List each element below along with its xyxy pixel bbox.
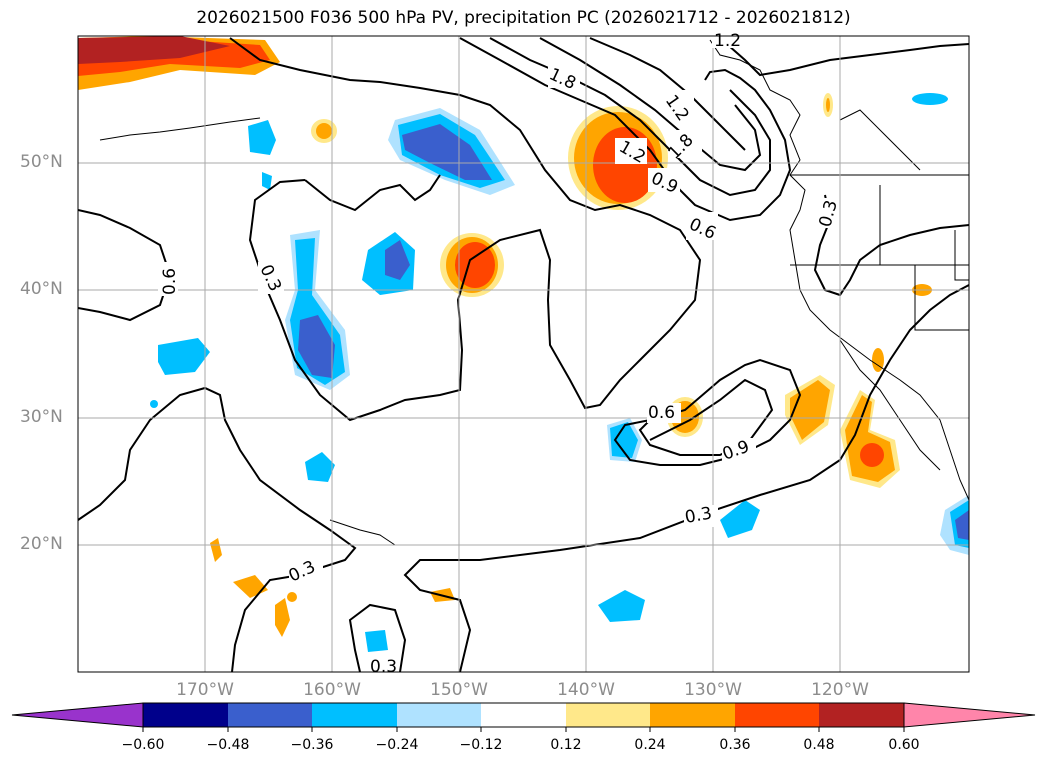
contour-labels: 0.6 0.3 1.8 1.2 1.8 1.2 0.9 0.6 0.3 0.6 …	[158, 31, 842, 677]
lon-label-120w: 120°W	[811, 680, 869, 700]
map-frame	[77, 35, 970, 673]
colorbar-tick-label: −0.12	[459, 737, 503, 753]
colorbar-tick-label: 0.12	[550, 737, 582, 753]
lat-label-20n: 20°N	[20, 534, 63, 554]
lat-label-50n: 50°N	[20, 152, 63, 172]
colorbar-swatch	[819, 703, 904, 727]
contour-label: 1.2	[714, 31, 741, 51]
colorbar-tick-label: 0.36	[719, 737, 751, 753]
colorbar-swatch	[650, 703, 735, 727]
colorbar-swatch	[228, 703, 312, 727]
contour-label: 0.6	[648, 403, 675, 423]
map-area	[78, 36, 969, 672]
pv-contours	[78, 37, 969, 672]
colorbar-tick-label: 0.60	[888, 737, 920, 753]
contour-label: 0.3	[683, 504, 713, 528]
graticule	[78, 36, 969, 672]
colorbar-swatch	[397, 703, 481, 727]
contour-label: 0.6	[160, 268, 180, 295]
lon-label-150w: 150°W	[430, 680, 488, 700]
precip-shading	[78, 36, 969, 652]
lat-label-30n: 30°N	[20, 407, 63, 427]
colorbar-tick-label: −0.24	[375, 737, 419, 753]
colorbar-tick-label: −0.36	[290, 737, 334, 753]
colorbar-tick-label: 0.24	[634, 737, 666, 753]
colorbar-swatch	[312, 703, 397, 727]
colorbar-extend-high	[903, 702, 1036, 728]
colorbar-swatch	[735, 703, 819, 727]
lon-label-140w: 140°W	[557, 680, 615, 700]
colorbar	[11, 702, 1036, 732]
lat-label-40n: 40°N	[20, 279, 63, 299]
lon-label-130w: 130°W	[684, 680, 742, 700]
lon-label-160w: 160°W	[303, 680, 361, 700]
colorbar-swatch	[143, 703, 228, 727]
contour-label: 0.3	[370, 657, 397, 677]
coastlines	[99, 39, 969, 546]
colorbar-tick-label: −0.48	[206, 737, 250, 753]
map-title: 2026021500 F036 500 hPa PV, precipitatio…	[196, 8, 851, 28]
lon-label-170w: 170°W	[176, 680, 234, 700]
colorbar-tick-label: −0.60	[121, 737, 165, 753]
colorbar-tick-label: 0.48	[803, 737, 835, 753]
colorbar-swatch	[566, 703, 650, 727]
colorbar-extend-low	[11, 702, 144, 728]
colorbar-swatch	[481, 703, 566, 727]
